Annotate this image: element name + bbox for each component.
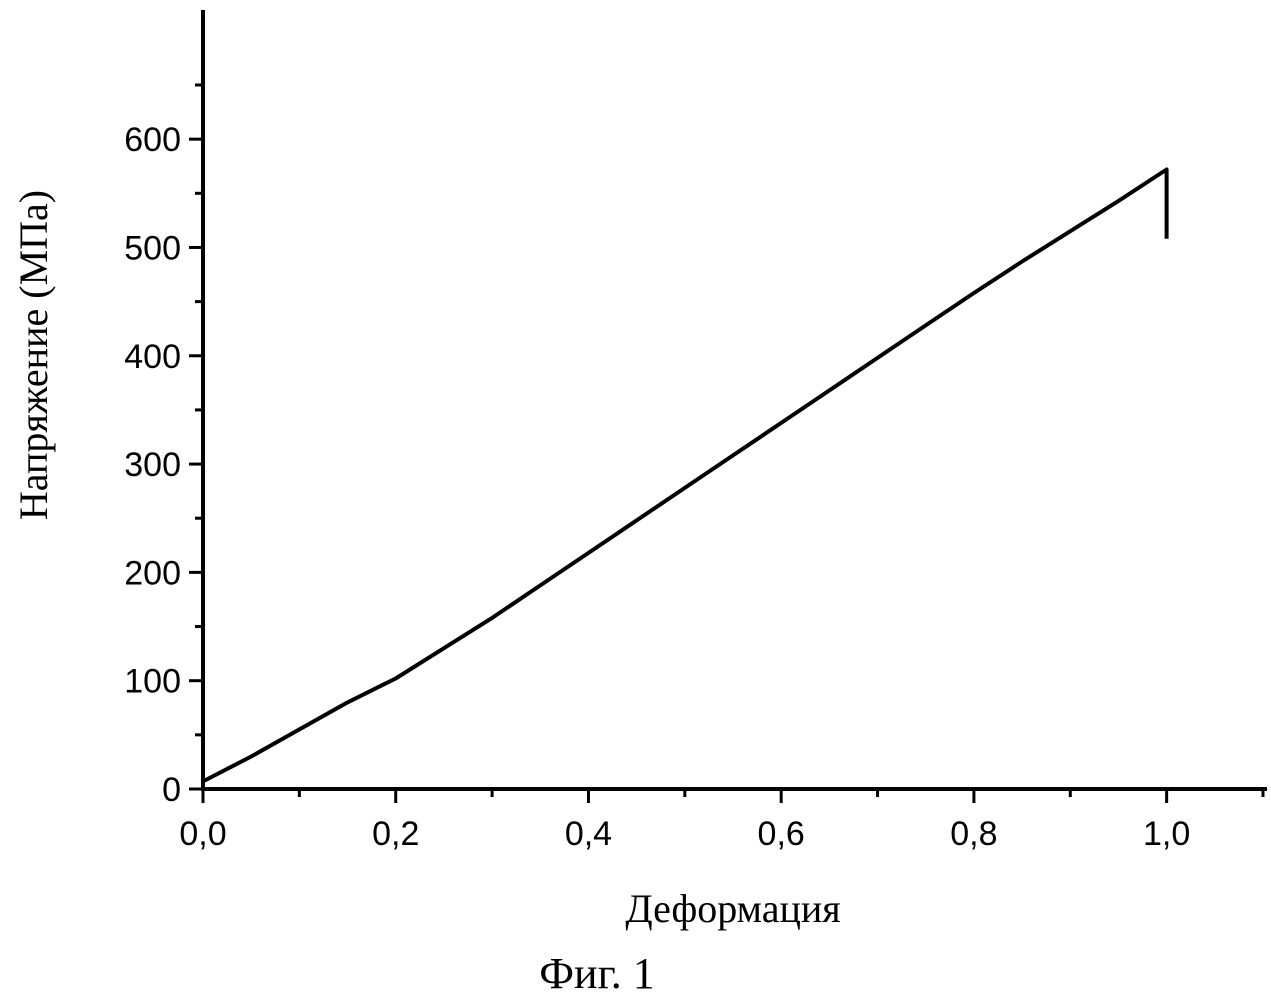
x-axis-label: Деформация [625,886,840,931]
x-tick-label: 0,0 [179,815,226,853]
axes [203,10,1267,791]
x-tick-label: 0,6 [758,815,805,853]
y-axis-label: Напряжение (МПа) [11,190,56,520]
x-tick-label: 0,2 [372,815,419,853]
x-tick-label: 1,0 [1143,815,1190,853]
x-tick-label: 0,4 [565,815,612,853]
figure-caption: Фиг. 1 [539,949,654,998]
y-tick-label: 500 [124,229,181,267]
y-tick-label: 100 [124,663,181,701]
y-tick-label: 400 [124,338,181,376]
y-axis-ticks: 0 100 200 300 400 500 600 [124,85,203,809]
series-group [203,170,1167,782]
y-tick-label: 200 [124,554,181,592]
x-axis-ticks: 0,0 0,2 0,4 0,6 0,8 1,0 [179,789,1263,853]
stress-strain-curve [203,170,1167,782]
y-tick-label: 600 [124,121,181,159]
x-tick-label: 0,8 [950,815,997,853]
y-tick-label: 300 [124,446,181,484]
y-tick-label: 0 [162,771,181,809]
